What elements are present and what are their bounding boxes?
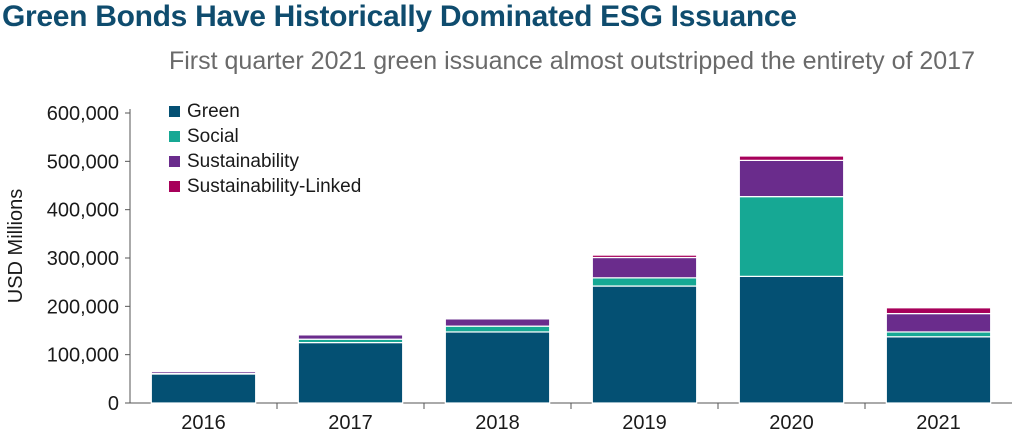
legend-swatch xyxy=(169,131,180,142)
bar-segment-sustainability xyxy=(885,312,992,333)
bar-segment-green xyxy=(150,373,257,404)
bar-segment-social xyxy=(885,331,992,338)
bar-segment-sustainability xyxy=(297,334,404,340)
bar-segment-sustainability xyxy=(444,318,551,327)
y-tick-label: 100,000 xyxy=(47,345,119,367)
bar-segment-sustainability xyxy=(591,256,698,279)
bar-segment-social xyxy=(444,325,551,333)
bar-segment-green xyxy=(591,285,698,404)
x-tick-label: 2020 xyxy=(769,412,814,434)
legend-label: Sustainability-Linked xyxy=(187,176,361,197)
x-tick-label: 2021 xyxy=(916,412,961,434)
bar-segment-sustainability-linked xyxy=(444,317,551,320)
x-tick-label: 2017 xyxy=(328,412,373,434)
y-tick-label: 400,000 xyxy=(47,200,119,222)
y-axis: 0 100,000 200,000 300,000 400,000 500,000 600,… xyxy=(47,103,131,415)
y-tick-label: 500,000 xyxy=(47,151,119,173)
legend-label: Social xyxy=(187,126,239,147)
bar-segment-green xyxy=(885,336,992,404)
y-axis-title: USD Millions xyxy=(5,189,27,303)
y-tick-label: 200,000 xyxy=(47,296,119,318)
legend-label: Sustainability xyxy=(187,151,299,172)
bar-segment-green xyxy=(738,275,845,404)
legend-label: Green xyxy=(187,101,240,122)
bar-segment-green xyxy=(297,341,404,404)
y-tick-label: 0 xyxy=(108,393,119,415)
y-tick-label: 300,000 xyxy=(47,248,119,270)
chart-subtitle: First quarter 2021 green issuance almost… xyxy=(168,47,975,75)
legend-swatch xyxy=(169,181,180,192)
bar-segment-sustainability-linked xyxy=(738,155,845,161)
x-tick-label: 2019 xyxy=(622,412,667,434)
legend-swatch xyxy=(169,156,180,167)
bar-segment-social xyxy=(591,277,698,287)
x-axis: 2016 2017 2018 2019 2020 2021 xyxy=(130,402,1012,434)
bar-segment-sustainability-linked xyxy=(591,254,698,259)
bar-segment-sustainability xyxy=(738,159,845,198)
bars xyxy=(150,155,992,404)
bar-segment-social xyxy=(738,196,845,277)
x-tick-label: 2018 xyxy=(475,412,520,434)
x-tick-label: 2016 xyxy=(181,412,226,434)
legend-swatch xyxy=(169,106,180,117)
y-tick-label: 600,000 xyxy=(47,103,119,125)
bar-segment-sustainability-linked xyxy=(885,307,992,315)
legend: Green Social Sustainability Sustainability-… xyxy=(169,101,361,197)
bar-segment-green xyxy=(444,331,551,404)
chart-title: Green Bonds Have Historically Dominated … xyxy=(2,0,797,33)
